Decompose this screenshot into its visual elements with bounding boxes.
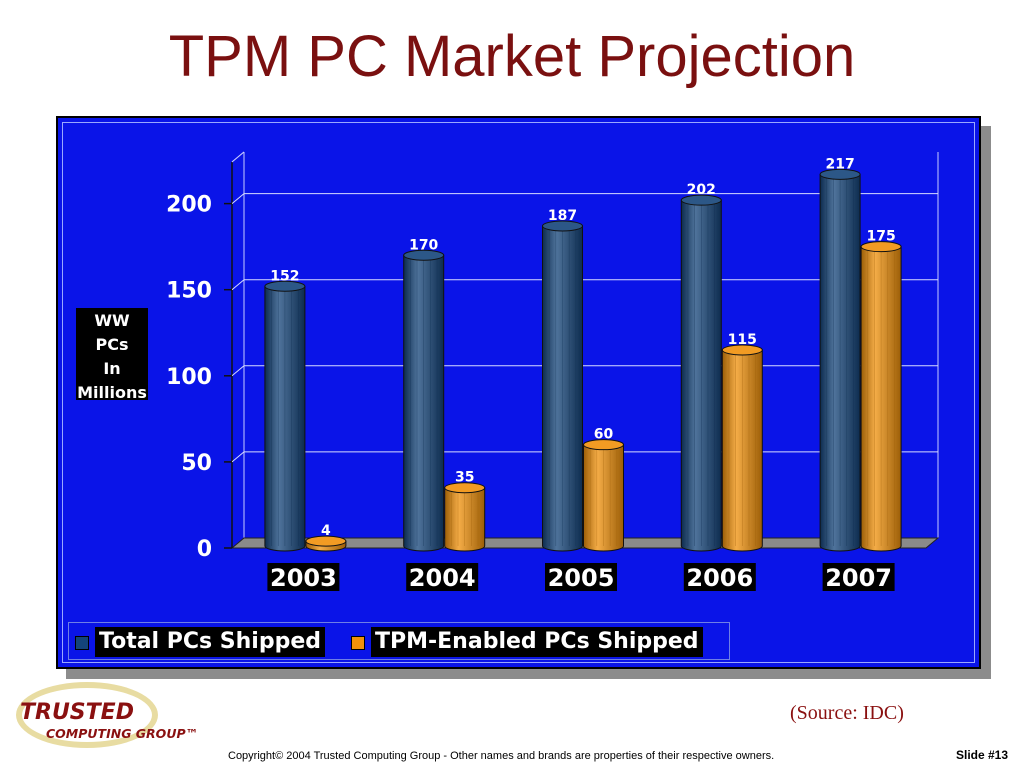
- bar-top-cap: [819, 168, 861, 180]
- x-tick-label: 2004: [409, 564, 476, 592]
- bar-top-cap: [264, 280, 306, 292]
- data-label: 217: [825, 156, 854, 172]
- data-label: 115: [728, 332, 757, 348]
- x-tick-label: 2005: [548, 564, 615, 592]
- y-tick-label: 200: [166, 193, 212, 218]
- x-tick-label-box: [406, 563, 479, 591]
- gridline-side: [231, 451, 245, 463]
- slide-title: TPM PC Market Projection: [168, 24, 856, 89]
- bar-tpm-2004: [444, 487, 486, 552]
- copyright-footer: Copyright© 2004 Trusted Computing Group …: [228, 750, 775, 762]
- logo-text-trusted: TRUSTED: [20, 700, 134, 725]
- legend-swatch-tpm: [351, 636, 365, 650]
- slide-number: Slide #13: [956, 748, 1009, 762]
- bar-total-2003: [264, 285, 306, 552]
- x-tick-label-box: [683, 563, 756, 591]
- y-tick-label: 0: [197, 537, 212, 562]
- bar-top-cap: [403, 249, 445, 261]
- bar-total-2004: [403, 254, 445, 552]
- logo-ring: [16, 682, 158, 748]
- y-tick-label: 150: [166, 279, 212, 304]
- y-axis-label-line: In: [103, 359, 121, 378]
- y-axis-label-line: WW: [94, 311, 130, 330]
- data-label: 35: [455, 470, 474, 486]
- chart-inner-border: [62, 122, 975, 663]
- bar-top-cap: [444, 482, 486, 494]
- y-tick-label: 50: [181, 451, 212, 476]
- bar-total-2007: [819, 173, 861, 552]
- y-tick-label: 100: [166, 365, 212, 390]
- bar-top-cap: [860, 241, 902, 253]
- x-tick-label-box: [822, 563, 895, 591]
- legend-label-tpm: TPM-Enabled PCs Shipped: [371, 627, 703, 657]
- bar-top-cap: [583, 439, 624, 451]
- bar-top-cap: [305, 535, 347, 547]
- chart-legend: Total PCs Shipped TPM-Enabled PCs Shippe…: [68, 622, 730, 660]
- logo-text-computing-group: COMPUTING GROUP™: [46, 726, 199, 741]
- legend-swatch-total: [75, 636, 89, 650]
- bar-top-cap: [542, 220, 583, 232]
- x-tick-label: 2003: [270, 564, 337, 592]
- gridline-side: [231, 365, 245, 377]
- x-tick-label-box: [545, 563, 617, 591]
- bar-top-cap: [680, 194, 722, 206]
- bar-total-2006: [680, 199, 722, 552]
- data-label: 175: [866, 229, 895, 245]
- x-tick-label-box: [267, 563, 340, 591]
- bar-tpm-2005: [583, 444, 624, 552]
- data-label: 4: [321, 523, 331, 539]
- gridline-side: [231, 193, 245, 204]
- bar-total-2005: [542, 225, 583, 552]
- y-axis-label: WW PCs In Millions: [76, 308, 148, 402]
- x-tick-label: 2007: [825, 564, 892, 592]
- bar-tpm-2006: [721, 349, 763, 552]
- data-label: 152: [270, 268, 299, 284]
- gridline-side: [231, 279, 245, 291]
- x-tick-label: 2006: [686, 564, 753, 592]
- trusted-computing-group-logo: TRUSTED COMPUTING GROUP™: [8, 680, 208, 750]
- plot-top-edge: [231, 151, 245, 163]
- data-label: 170: [409, 237, 438, 253]
- data-label: 187: [548, 208, 577, 224]
- source-note: (Source: IDC): [790, 702, 904, 724]
- bar-top-cap: [721, 344, 763, 356]
- legend-label-total: Total PCs Shipped: [95, 627, 325, 657]
- data-label: 60: [594, 427, 614, 443]
- y-axis-label-line: PCs: [95, 335, 129, 354]
- data-label: 202: [687, 182, 716, 198]
- bar-tpm-2007: [860, 246, 902, 552]
- y-axis-label-line: Millions: [77, 383, 147, 402]
